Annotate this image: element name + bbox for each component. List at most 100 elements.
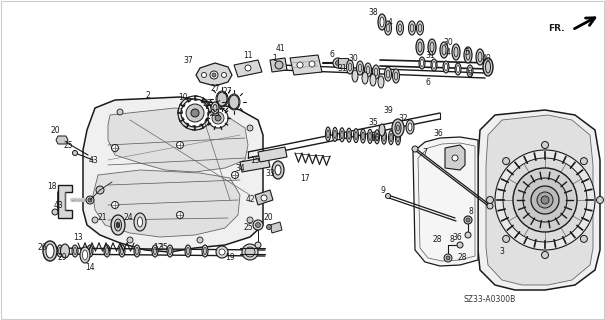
Ellipse shape (378, 14, 386, 30)
Circle shape (127, 237, 133, 243)
Ellipse shape (348, 131, 350, 139)
Ellipse shape (431, 59, 437, 71)
Polygon shape (93, 170, 240, 237)
Ellipse shape (374, 68, 378, 76)
Text: 23: 23 (210, 108, 220, 117)
Text: 28: 28 (457, 253, 466, 262)
Circle shape (247, 217, 253, 223)
Circle shape (111, 145, 119, 151)
Circle shape (487, 203, 493, 209)
Ellipse shape (134, 213, 146, 231)
Polygon shape (196, 63, 232, 86)
Ellipse shape (366, 66, 370, 74)
Text: 22: 22 (202, 99, 212, 108)
Text: 5: 5 (468, 69, 473, 78)
Text: 2: 2 (146, 91, 151, 100)
Ellipse shape (485, 61, 491, 73)
Circle shape (210, 71, 218, 79)
Text: 14: 14 (85, 263, 95, 273)
Text: 35: 35 (368, 117, 378, 126)
Ellipse shape (388, 131, 393, 145)
Circle shape (452, 155, 458, 161)
Circle shape (503, 158, 509, 164)
Ellipse shape (60, 244, 70, 258)
Ellipse shape (393, 69, 399, 83)
Ellipse shape (355, 132, 357, 140)
Ellipse shape (213, 105, 217, 111)
Polygon shape (56, 136, 68, 144)
Ellipse shape (46, 244, 54, 258)
Circle shape (385, 194, 390, 198)
Circle shape (513, 168, 577, 232)
Text: 38: 38 (368, 7, 378, 17)
Circle shape (191, 109, 199, 117)
Text: 31: 31 (337, 63, 347, 73)
Text: 41: 41 (275, 44, 285, 52)
Ellipse shape (136, 247, 139, 254)
Ellipse shape (418, 42, 422, 52)
Ellipse shape (352, 70, 358, 82)
Circle shape (197, 237, 203, 243)
Ellipse shape (440, 42, 448, 58)
Text: 39: 39 (383, 106, 393, 115)
Ellipse shape (379, 124, 385, 136)
Polygon shape (270, 222, 282, 233)
Text: 43: 43 (88, 156, 98, 164)
Circle shape (60, 139, 64, 141)
Ellipse shape (374, 130, 379, 144)
Ellipse shape (467, 65, 473, 77)
Text: 19: 19 (225, 253, 235, 262)
Ellipse shape (454, 47, 458, 57)
Polygon shape (83, 97, 263, 252)
Ellipse shape (356, 61, 364, 75)
Polygon shape (413, 137, 478, 266)
Ellipse shape (380, 17, 384, 27)
Text: 25: 25 (63, 140, 73, 149)
Ellipse shape (217, 92, 227, 106)
Text: 32: 32 (398, 114, 408, 123)
Ellipse shape (116, 222, 120, 228)
Circle shape (181, 99, 209, 127)
Text: 17: 17 (300, 173, 310, 182)
Circle shape (255, 242, 261, 248)
Ellipse shape (378, 76, 384, 88)
Circle shape (111, 202, 119, 209)
Circle shape (465, 232, 471, 238)
Ellipse shape (186, 247, 189, 254)
Ellipse shape (382, 130, 387, 144)
Ellipse shape (385, 67, 391, 81)
Text: FR.: FR. (549, 23, 565, 33)
Ellipse shape (362, 132, 364, 140)
Circle shape (464, 216, 472, 224)
Circle shape (466, 218, 470, 222)
Text: 36: 36 (433, 129, 443, 138)
Circle shape (117, 223, 120, 227)
Circle shape (495, 150, 595, 250)
Text: 25: 25 (243, 223, 253, 233)
Circle shape (221, 73, 226, 77)
Text: 37: 37 (183, 55, 193, 65)
Ellipse shape (80, 247, 90, 263)
Ellipse shape (397, 134, 399, 142)
Ellipse shape (398, 24, 402, 32)
Circle shape (86, 196, 94, 204)
Ellipse shape (43, 241, 57, 261)
Text: 5: 5 (465, 47, 469, 57)
Ellipse shape (104, 245, 110, 257)
Circle shape (96, 186, 104, 194)
Text: 7: 7 (422, 148, 428, 156)
Ellipse shape (376, 133, 378, 141)
Circle shape (253, 220, 263, 230)
Ellipse shape (334, 131, 336, 139)
Text: 6: 6 (425, 77, 430, 86)
Text: 18: 18 (47, 181, 57, 190)
Ellipse shape (152, 245, 158, 257)
Text: 1: 1 (273, 53, 277, 62)
Circle shape (215, 115, 221, 121)
Ellipse shape (339, 128, 344, 142)
Text: 43: 43 (53, 201, 63, 210)
Text: 10: 10 (178, 92, 188, 101)
Ellipse shape (420, 60, 423, 67)
Ellipse shape (406, 120, 414, 134)
Polygon shape (255, 190, 273, 205)
